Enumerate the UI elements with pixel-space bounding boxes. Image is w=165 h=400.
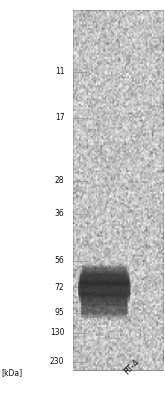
Bar	[82, 298, 127, 320]
Text: RT-4: RT-4	[122, 357, 141, 376]
Bar	[80, 273, 129, 285]
Text: [kDa]: [kDa]	[2, 368, 23, 377]
Bar	[80, 270, 128, 288]
Bar	[81, 304, 128, 313]
Bar	[79, 275, 129, 283]
Bar	[80, 272, 129, 286]
Text: 72: 72	[55, 283, 64, 292]
Bar	[82, 291, 127, 306]
Bar	[81, 295, 128, 302]
Bar	[82, 265, 126, 277]
Bar	[81, 269, 128, 289]
Text: 28: 28	[55, 176, 64, 185]
Bar	[82, 299, 127, 318]
Bar	[83, 264, 126, 278]
Bar	[82, 264, 126, 278]
Bar	[81, 304, 128, 314]
Bar	[78, 283, 131, 295]
Bar	[80, 272, 129, 286]
Bar	[79, 277, 130, 301]
Bar	[79, 273, 130, 305]
Bar	[82, 268, 127, 274]
Bar	[82, 297, 127, 320]
Bar	[81, 301, 127, 317]
Text: 11: 11	[55, 68, 64, 76]
Text: 17: 17	[55, 114, 64, 122]
Bar	[79, 278, 130, 300]
Bar	[78, 281, 131, 297]
Bar	[81, 292, 127, 305]
Bar	[79, 272, 129, 306]
Bar	[81, 303, 128, 315]
Text: 56: 56	[55, 256, 64, 265]
Bar	[82, 266, 127, 276]
Bar	[81, 268, 128, 290]
Bar	[82, 289, 127, 308]
Text: 230: 230	[50, 358, 64, 366]
Bar	[82, 265, 126, 278]
Bar	[81, 269, 128, 290]
Bar	[83, 262, 126, 280]
Bar	[82, 266, 127, 276]
Bar	[81, 294, 128, 302]
Bar	[81, 293, 128, 304]
Text: 95: 95	[55, 308, 64, 317]
Bar	[81, 302, 128, 316]
Bar	[80, 274, 129, 284]
Bar	[82, 288, 127, 308]
Bar	[82, 296, 127, 321]
Bar	[79, 275, 130, 303]
Bar	[82, 300, 127, 318]
Bar	[82, 291, 127, 306]
Text: 36: 36	[55, 210, 64, 218]
Bar	[79, 274, 130, 304]
Bar	[82, 290, 127, 307]
Bar	[78, 282, 131, 296]
Bar	[83, 263, 126, 279]
Bar	[80, 274, 129, 284]
Bar	[79, 276, 130, 302]
Bar	[78, 280, 130, 298]
Bar	[81, 292, 128, 304]
Bar	[82, 268, 127, 275]
Bar	[80, 271, 129, 288]
Bar	[81, 294, 128, 303]
Text: 130: 130	[50, 328, 64, 337]
Bar	[79, 279, 130, 299]
Bar	[83, 263, 126, 280]
Bar	[82, 290, 127, 307]
Bar	[80, 271, 129, 287]
Bar	[82, 299, 127, 319]
Bar	[82, 267, 127, 276]
Bar	[81, 302, 128, 315]
Bar	[73, 10, 163, 370]
